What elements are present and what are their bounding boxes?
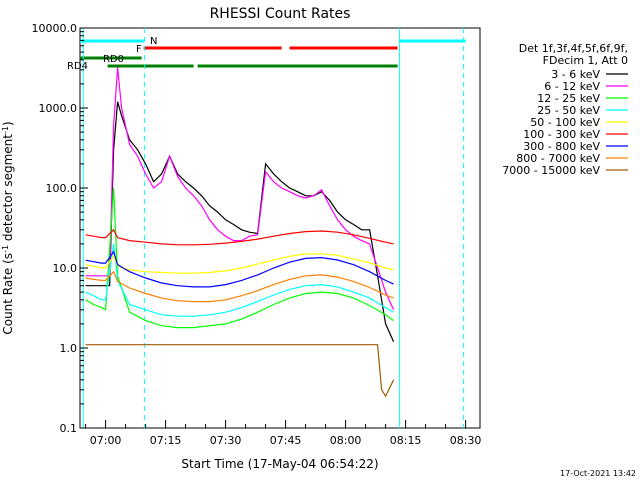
x-tick-label-4: 08:00	[330, 434, 362, 447]
annotation-rd0: RD0	[103, 54, 124, 65]
y-axis-label-sup2: -1	[1, 126, 10, 134]
legend-label-1: 6 - 12 keV	[544, 80, 600, 93]
y-tick-label-0: 10000.0	[32, 22, 78, 35]
series-lines	[85, 67, 395, 398]
y-tick-label-5: 0.1	[60, 422, 78, 435]
x-axis-label: Start Time (17-May-04 06:54:22)	[181, 457, 378, 471]
y-tick-label-3: 10.0	[53, 262, 78, 275]
series-line-7	[85, 270, 394, 303]
x-tick-label-1: 07:15	[150, 434, 182, 447]
y-axis-label-sup1: -1	[1, 245, 10, 253]
x-tick-label-0: 07:00	[90, 434, 122, 447]
x-tick-label-6: 08:30	[450, 434, 482, 447]
legend-label-2: 12 - 25 keV	[537, 92, 600, 105]
annotation-f: F	[136, 44, 142, 55]
chart-title: RHESSI Count Rates	[210, 6, 351, 22]
legend-label-6: 300 - 800 keV	[523, 140, 600, 153]
x-tick-label-2: 07:30	[210, 434, 242, 447]
state-bars	[80, 39, 466, 68]
series-line-8	[85, 344, 395, 398]
y-axis: 10000.0 1000.0 100.0 10.0 1.0 0.1	[32, 22, 88, 435]
legend-label-0: 3 - 6 keV	[551, 68, 600, 81]
y-tick-label-4: 1.0	[60, 342, 78, 355]
x-axis: 07:00 07:15 07:30 07:45 08:00 08:15 08:30	[85, 420, 482, 447]
legend-label-4: 50 - 100 keV	[530, 116, 600, 129]
series-line-2	[85, 187, 394, 329]
annotation-rd4: RD4	[67, 61, 88, 72]
legend-label-3: 25 - 50 keV	[537, 104, 600, 117]
timestamp: 17-Oct-2021 13:42	[560, 469, 636, 478]
y-axis-label-main: Count Rate (s	[1, 253, 15, 335]
legend-label-8: 7000 - 15000 keV	[502, 164, 600, 177]
y-axis-label: Count Rate (s-1 detector segment-1)	[1, 121, 15, 334]
y-axis-label-end: )	[1, 121, 15, 126]
y-tick-label-1: 1000.0	[39, 102, 78, 115]
series-line-5	[85, 228, 394, 246]
series-line-0	[85, 101, 395, 342]
annotation-n: N	[150, 36, 157, 47]
legend-header-1: Det 1f,3f,4f,5f,6f,9f,	[519, 42, 628, 55]
series-line-4	[85, 253, 394, 274]
x-tick-label-3: 07:45	[270, 434, 302, 447]
y-axis-label-mid: detector segment	[1, 134, 15, 245]
series-line-1	[85, 67, 395, 311]
legend: Det 1f,3f,4f,5f,6f,9f, FDecim 1, Att 0 3…	[502, 42, 628, 177]
series-line-6	[85, 250, 394, 288]
legend-label-5: 100 - 300 keV	[523, 128, 600, 141]
x-tick-label-5: 08:15	[390, 434, 422, 447]
plot-frame	[79, 27, 481, 429]
vertical-markers	[82, 28, 465, 428]
legend-label-7: 800 - 7000 keV	[516, 152, 600, 165]
legend-header-2: FDecim 1, Att 0	[543, 54, 628, 67]
y-tick-label-2: 100.0	[46, 182, 78, 195]
